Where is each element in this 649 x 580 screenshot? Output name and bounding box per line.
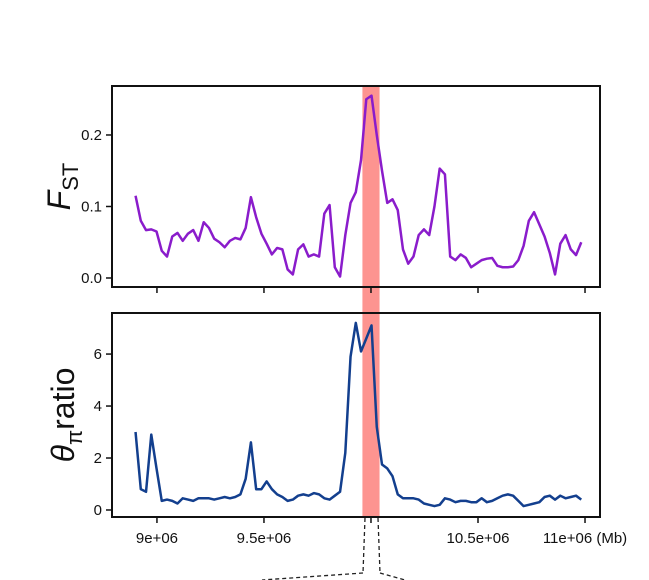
plot-frame — [111, 312, 601, 518]
zoom-connector — [261, 517, 406, 580]
highlight-band — [362, 313, 380, 517]
y-axis-label-main: F — [41, 188, 77, 210]
zoom-connector-line — [379, 572, 406, 580]
y-tick-label: 0.0 — [81, 270, 102, 287]
highlight-band — [362, 86, 380, 313]
series-line — [134, 94, 583, 278]
y-axis-label-sub: π — [62, 430, 87, 445]
y-tick-label: 2 — [94, 450, 102, 467]
x-tick-label: 10.5e+06 — [447, 530, 510, 547]
y-axis-label: FST — [41, 163, 83, 211]
y-tick-label: 0 — [94, 502, 102, 519]
y-axis-label-tail: ratio — [45, 368, 81, 430]
y-tick-label: 6 — [94, 346, 102, 363]
x-tick-label: 9e+06 — [136, 530, 178, 547]
plot-frame — [111, 85, 601, 288]
y-axis-label-sub: ST — [58, 163, 83, 191]
y-tick-label: 0.2 — [81, 127, 102, 144]
y-axis-label: θπratio — [45, 368, 87, 463]
zoom-connector-line — [261, 572, 364, 580]
series-line — [134, 321, 583, 508]
y-tick-label: 0.1 — [81, 198, 102, 215]
zoom-connector-line — [377, 517, 381, 574]
y-tick-label: 4 — [94, 398, 102, 415]
x-tick-label: 11e+06 (Mb) — [543, 530, 627, 547]
zoom-connector-line — [362, 517, 366, 574]
y-axis-label-main: θ — [45, 444, 81, 462]
x-tick-label: 9.5e+06 — [237, 530, 292, 547]
